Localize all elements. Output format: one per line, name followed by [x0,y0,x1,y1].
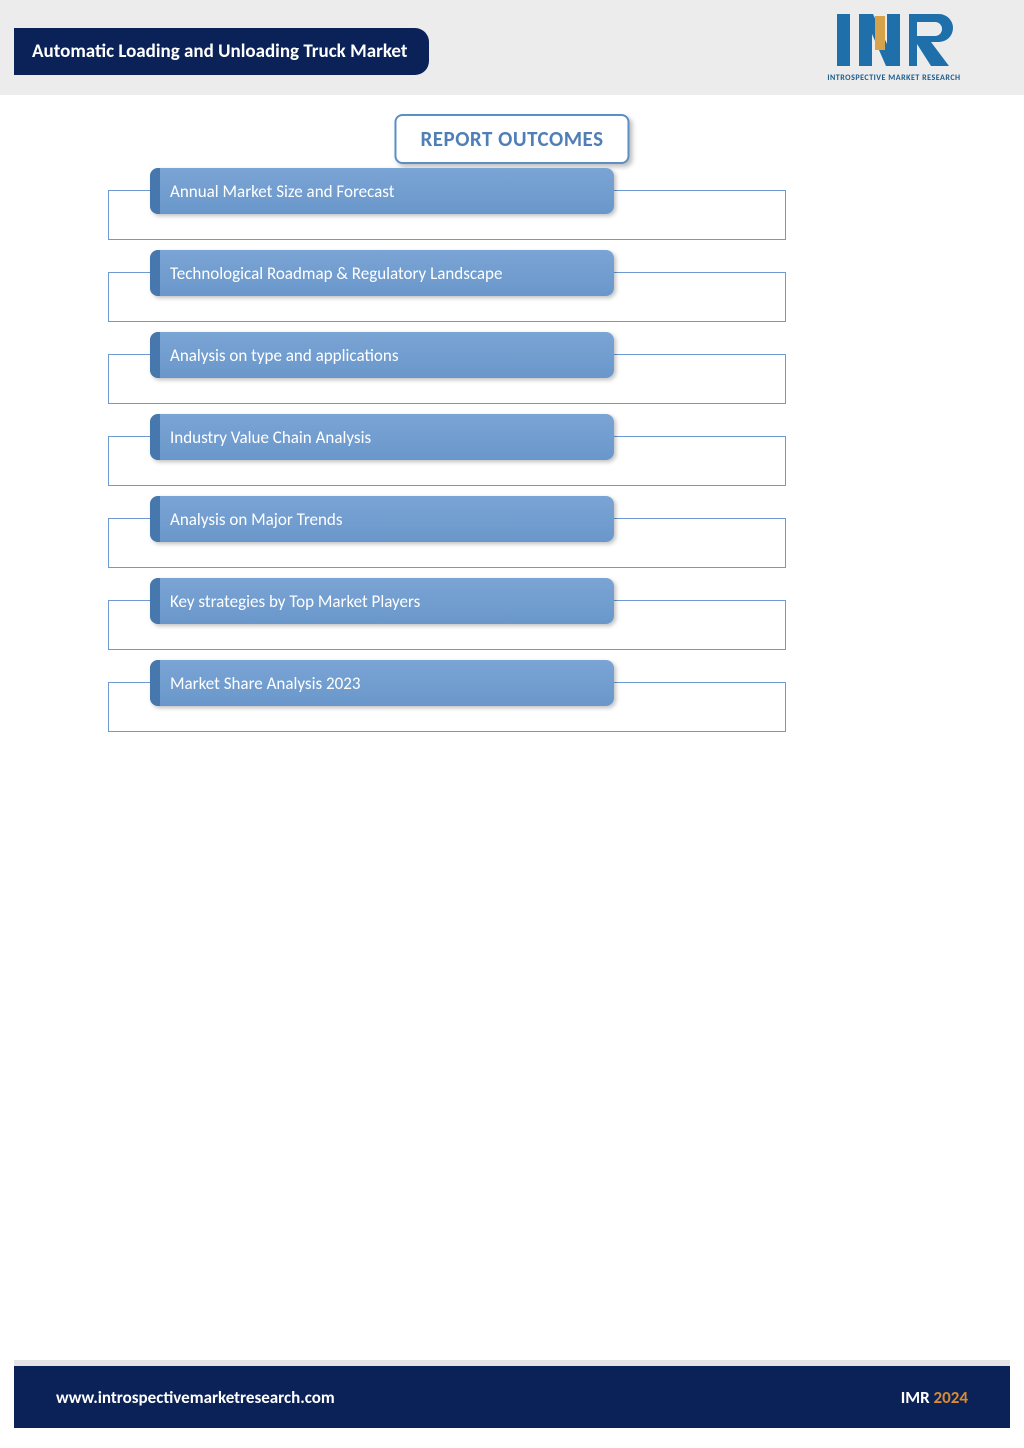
report-outcomes-badge: REPORT OUTCOMES [394,114,629,164]
pill-edge [150,414,160,460]
connector-line [614,272,654,273]
footer-bar: www.introspectivemarketresearch.com IMR … [14,1366,1010,1428]
footer-brand-year: IMR 2024 [901,1387,968,1408]
outcome-row: Annual Market Size and Forecast [108,168,788,250]
connector-line [614,518,654,519]
outcome-pill: Key strategies by Top Market Players [150,578,614,624]
outcome-pill: Annual Market Size and Forecast [150,168,614,214]
pill-edge [150,578,160,624]
page-title: Automatic Loading and Unloading Truck Ma… [14,28,429,75]
connector-line [614,600,654,601]
outcome-pill: Industry Value Chain Analysis [150,414,614,460]
outcome-pill: Market Share Analysis 2023 [150,660,614,706]
connector-line [614,354,654,355]
connector-line [614,682,654,683]
outcome-label: Analysis on Major Trends [170,509,343,530]
logo-tagline: INTROSPECTIVE MARKET RESEARCH [824,73,964,83]
pill-edge [150,660,160,706]
footer-url: www.introspectivemarketresearch.com [56,1387,335,1408]
pill-edge [150,168,160,214]
brand-logo: INTROSPECTIVE MARKET RESEARCH [824,10,964,83]
imr-logo-icon [829,10,959,72]
pill-edge [150,250,160,296]
outcome-label: Analysis on type and applications [170,345,398,366]
outcome-label: Industry Value Chain Analysis [170,427,371,448]
outcome-pill: Technological Roadmap & Regulatory Lands… [150,250,614,296]
outcome-label: Key strategies by Top Market Players [170,591,420,612]
outcome-row: Market Share Analysis 2023 [108,660,788,742]
outcome-label: Technological Roadmap & Regulatory Lands… [170,263,502,284]
pill-edge [150,496,160,542]
outcome-pill: Analysis on type and applications [150,332,614,378]
outcome-row: Industry Value Chain Analysis [108,414,788,496]
footer-year: 2024 [934,1387,968,1408]
outcome-label: Annual Market Size and Forecast [170,181,394,202]
outcome-row: Analysis on type and applications [108,332,788,414]
outcome-row: Key strategies by Top Market Players [108,578,788,660]
outcome-pill: Analysis on Major Trends [150,496,614,542]
footer-brand: IMR [901,1387,930,1408]
outcome-row: Technological Roadmap & Regulatory Lands… [108,250,788,332]
pill-edge [150,332,160,378]
connector-line [614,436,654,437]
outcomes-list: Annual Market Size and Forecast Technolog… [108,168,788,742]
header-bar: Automatic Loading and Unloading Truck Ma… [0,0,1024,95]
outcome-label: Market Share Analysis 2023 [170,673,360,694]
connector-line [614,190,654,191]
outcome-row: Analysis on Major Trends [108,496,788,578]
